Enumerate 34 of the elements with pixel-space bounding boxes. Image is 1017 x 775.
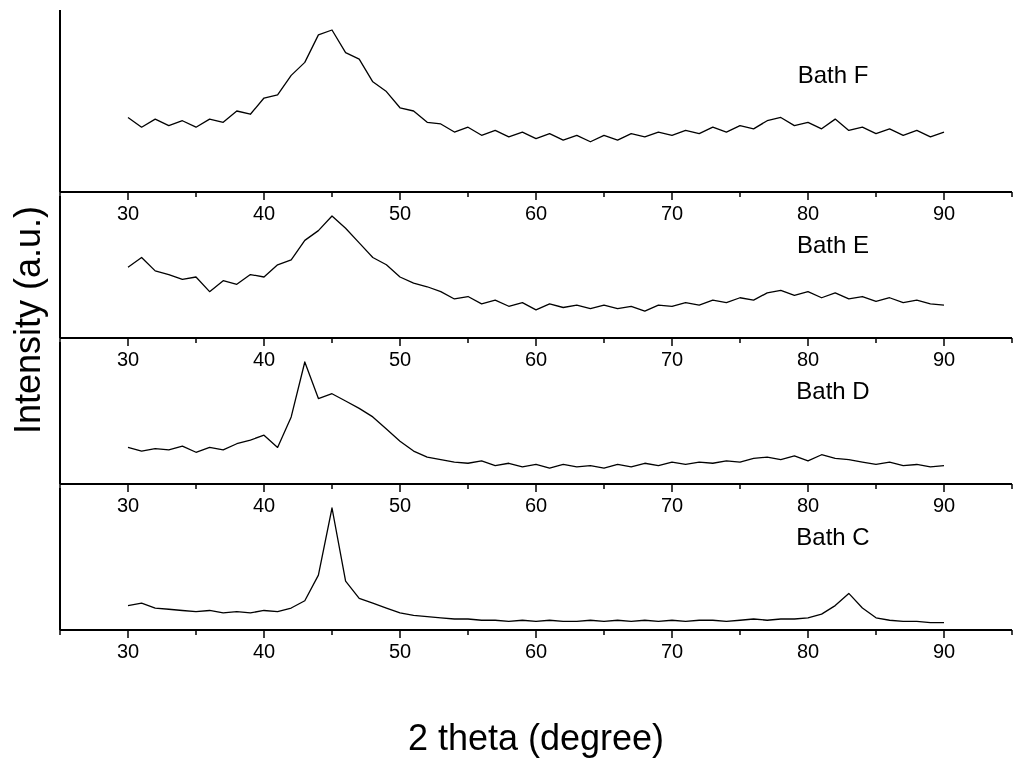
x-tick-label: 30 [116, 494, 140, 516]
x-tick-label: 80 [796, 494, 820, 516]
x-tick-label: 40 [252, 202, 276, 224]
x-tick-label: 60 [524, 640, 548, 662]
y-axis-title: Intensity (a.u.) [7, 205, 48, 435]
x-tick-label: 30 [116, 348, 140, 370]
x-tick-label: 90 [932, 494, 956, 516]
series-label: Bath F [797, 60, 869, 88]
x-tick-label: 80 [796, 202, 820, 224]
x-tick-label: 50 [388, 348, 412, 370]
x-axis-title: 2 theta (degree) [407, 717, 665, 758]
x-tick-label: 60 [524, 348, 548, 370]
x-tick-label: 80 [796, 348, 820, 370]
text: Bath D [796, 376, 870, 404]
x-tick-label: 40 [252, 348, 276, 370]
x-tick-label: 50 [388, 202, 412, 224]
x-tick-label: 90 [932, 202, 956, 224]
x-tick-label: 90 [932, 348, 956, 370]
x-tick-label: 60 [524, 494, 548, 516]
x-tick-label: 90 [932, 640, 956, 662]
x-tick-label: 30 [116, 640, 140, 662]
x-tick-label: 80 [796, 640, 820, 662]
x-tick-label: 30 [116, 202, 140, 224]
x-tick-label: 40 [252, 640, 276, 662]
x-tick-label: 40 [252, 494, 276, 516]
x-tick-label: 50 [388, 640, 412, 662]
x-tick-label: 70 [660, 348, 684, 370]
x-tick-label: 70 [660, 640, 684, 662]
text: Bath C [796, 522, 870, 550]
series-label: Bath E [797, 230, 870, 258]
x-tick-label: 70 [660, 494, 684, 516]
x-tick-label: 70 [660, 202, 684, 224]
x-tick-label: 50 [388, 494, 412, 516]
x-tick-label: 60 [524, 202, 548, 224]
